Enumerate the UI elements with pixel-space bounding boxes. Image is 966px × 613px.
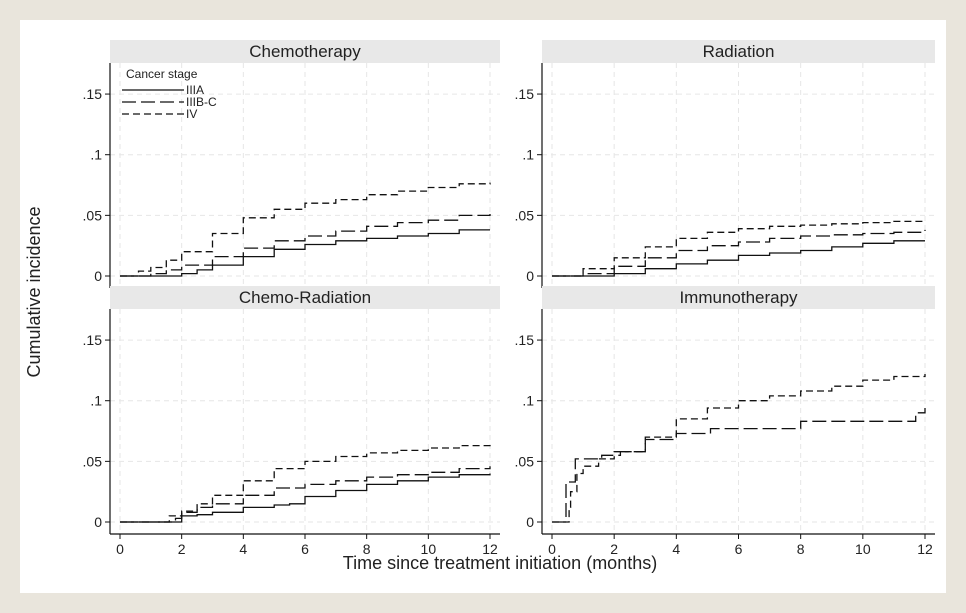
y-tick-label: .1 bbox=[90, 393, 102, 409]
panel-chemotherapy: Chemotherapy 0 .05 .1 .15 Cancer stage IIIAIII… bbox=[83, 40, 500, 288]
y-tick-label: 0 bbox=[526, 514, 534, 530]
panel-title: Chemotherapy bbox=[249, 42, 361, 61]
y-tick-label: .15 bbox=[83, 86, 103, 102]
x-tick-label: 4 bbox=[672, 541, 680, 557]
x-tick-label: 2 bbox=[610, 541, 618, 557]
y-tick-label: 0 bbox=[94, 268, 102, 284]
panel-title: Immunotherapy bbox=[679, 288, 798, 307]
x-tick-label: 6 bbox=[301, 541, 309, 557]
y-tick-label: 0 bbox=[94, 514, 102, 530]
y-tick-label: .05 bbox=[515, 453, 535, 469]
y-tick-label: .15 bbox=[83, 332, 103, 348]
x-tick-label: 10 bbox=[421, 541, 437, 557]
y-tick-label: .15 bbox=[515, 86, 535, 102]
chart-svg: Cumulative incidence Time since treatmen… bbox=[24, 40, 935, 573]
x-tick-label: 0 bbox=[116, 541, 124, 557]
series-iv bbox=[120, 182, 491, 277]
y-tick-label: .05 bbox=[515, 207, 535, 223]
x-tick-label: 8 bbox=[797, 541, 805, 557]
x-axis-label: Time since treatment initiation (months) bbox=[343, 553, 657, 573]
x-tick-label: 10 bbox=[855, 541, 871, 557]
legend-entry: IIIA bbox=[186, 83, 204, 97]
panel-title: Chemo-Radiation bbox=[239, 288, 371, 307]
panel-chemo-radiation: Chemo-Radiation 0 .05 .1 .15 0 2 4 6 8 10 12 bbox=[83, 286, 500, 557]
series-iiia bbox=[120, 473, 491, 523]
x-tick-label: 4 bbox=[239, 541, 247, 557]
series-iiib-c bbox=[120, 212, 491, 277]
series-iv bbox=[552, 220, 926, 277]
panel-title: Radiation bbox=[703, 42, 775, 61]
series-iv bbox=[552, 374, 926, 523]
x-tick-label: 0 bbox=[548, 541, 556, 557]
x-tick-label: 12 bbox=[482, 541, 498, 557]
panel-radiation: Radiation 0 .05 .1 .15 bbox=[515, 40, 935, 288]
legend-entry: IIIB-C bbox=[186, 95, 217, 109]
panel-title-strip bbox=[542, 286, 935, 309]
series-iiib-c bbox=[552, 229, 926, 277]
y-axis-label: Cumulative incidence bbox=[24, 206, 44, 377]
y-tick-label: .1 bbox=[90, 147, 102, 163]
y-tick-label: .05 bbox=[83, 453, 103, 469]
y-tick-label: .05 bbox=[83, 207, 103, 223]
x-tick-label: 8 bbox=[363, 541, 371, 557]
y-tick-label: 0 bbox=[526, 268, 534, 284]
legend-entry: IV bbox=[186, 107, 197, 121]
y-tick-label: .1 bbox=[522, 147, 534, 163]
panel-title-strip bbox=[110, 286, 500, 309]
panel-title-strip bbox=[110, 40, 500, 63]
panel-title-strip bbox=[542, 40, 935, 63]
legend-title: Cancer stage bbox=[126, 67, 198, 81]
panel-immunotherapy: Immunotherapy 0 .05 .1 .15 0 2 4 6 8 10 12 bbox=[515, 286, 935, 557]
panels: Chemotherapy 0 .05 .1 .15 Cancer stage IIIAIII… bbox=[83, 40, 935, 557]
y-tick-label: .1 bbox=[522, 393, 534, 409]
y-tick-label: .15 bbox=[515, 332, 535, 348]
figure: Cumulative incidence Time since treatmen… bbox=[20, 20, 946, 593]
series-iv bbox=[120, 444, 491, 523]
x-tick-label: 12 bbox=[917, 541, 933, 557]
x-tick-label: 2 bbox=[178, 541, 186, 557]
series-iiia bbox=[120, 229, 490, 277]
x-tick-label: 6 bbox=[735, 541, 743, 557]
